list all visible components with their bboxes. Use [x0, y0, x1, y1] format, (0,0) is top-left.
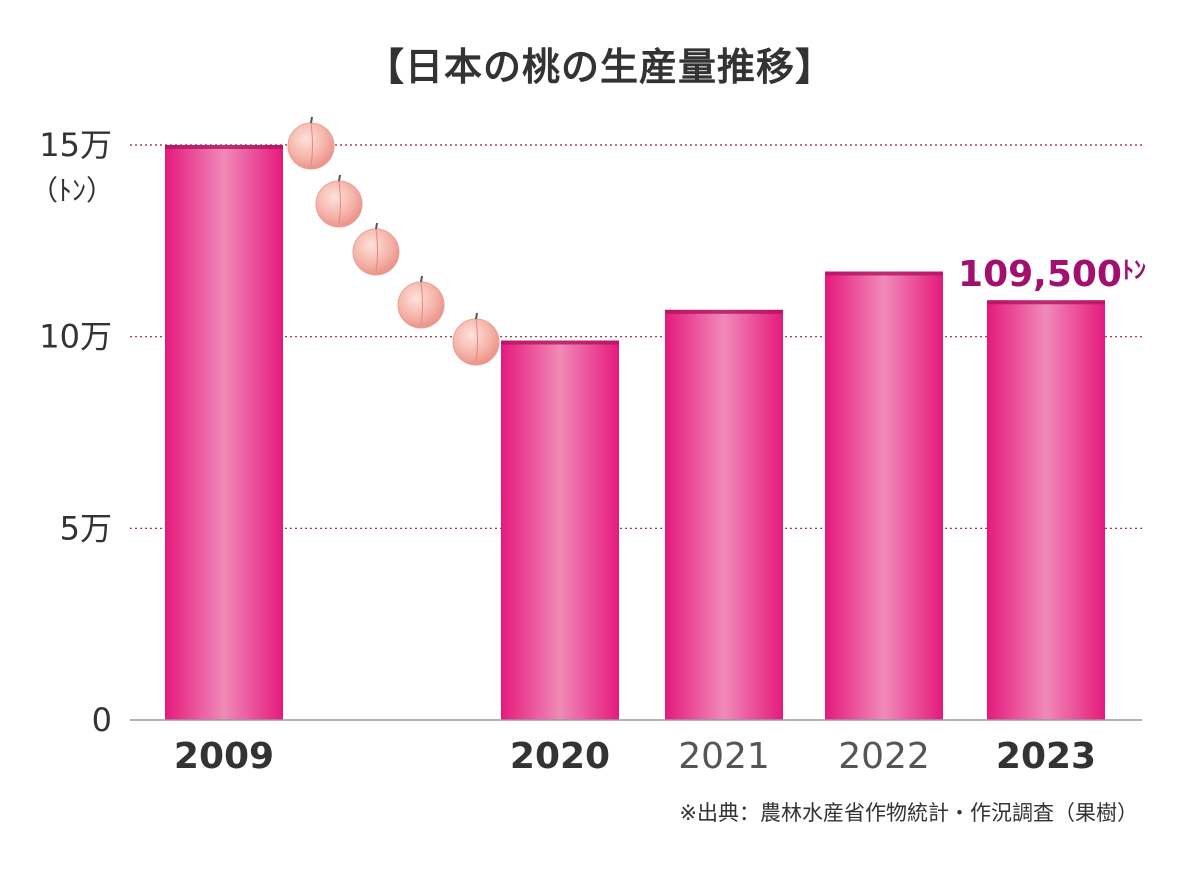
bar-2009: [165, 145, 283, 720]
bar-top-edge: [165, 145, 283, 149]
y-tick-label: 0: [92, 701, 112, 739]
y-tick-label: 15万: [39, 126, 112, 164]
peach-icon: [352, 222, 400, 276]
y-axis-unit: （ﾄﾝ）: [30, 174, 114, 207]
data-label-2023: 109,500ﾄﾝ: [958, 254, 1146, 295]
labels: 0 5万 10万 15万 （ﾄﾝ） 2009 2020 2021 2022 2023 109,500…: [30, 126, 1146, 777]
gridlines: [130, 144, 1142, 529]
bar-top-edge: [987, 300, 1105, 305]
peach-icon: [287, 116, 335, 170]
x-tick-label: 2021: [678, 736, 770, 777]
bar-top-edge: [501, 340, 619, 345]
peach-icon: [315, 174, 363, 228]
bar-2020: [501, 340, 619, 720]
x-tick-label: 2022: [838, 736, 930, 777]
bar-2023: [987, 300, 1105, 720]
y-tick-label: 5万: [60, 509, 112, 547]
y-tick-label: 10万: [39, 318, 112, 356]
peach-decoration: [287, 116, 500, 366]
bar-top-edge: [665, 309, 783, 314]
bars: [165, 145, 1105, 720]
x-tick-label: 2009: [174, 736, 274, 777]
source-note: ※出典：農林水産省作物統計・作況調査（果樹）: [679, 801, 1138, 825]
bar-2021: [665, 309, 783, 720]
bar-top-edge: [825, 271, 943, 276]
peach-icon: [452, 312, 500, 366]
chart-title: 【日本の桃の生産量推移】: [365, 45, 834, 89]
bar-2022: [825, 271, 943, 720]
peach-icon: [397, 275, 445, 329]
x-tick-label: 2020: [510, 736, 610, 777]
x-tick-label: 2023: [996, 736, 1096, 777]
